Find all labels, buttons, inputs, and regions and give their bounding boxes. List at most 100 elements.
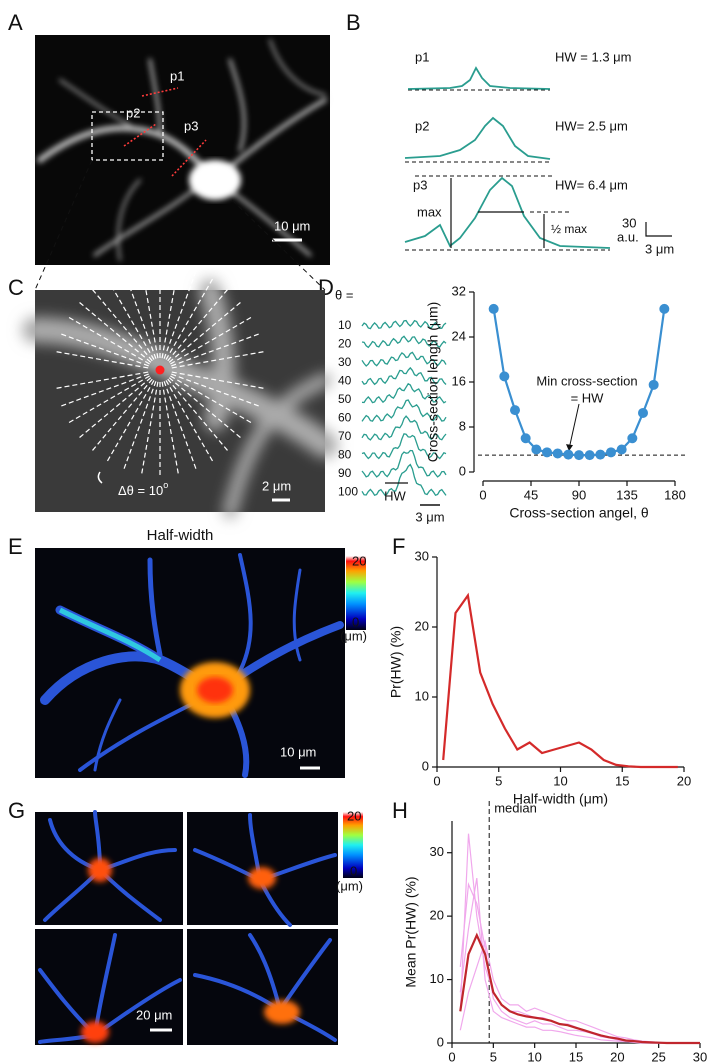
marker [520,433,531,444]
panel-d-traces: θ = 10 20 30 40 50 60 70 80 90 100 HW 3 μm [335,287,447,524]
profile-label: p1 [170,68,184,83]
x-tick-label: 0 [448,1049,455,1062]
x-axis-label: Half-width (μm) [513,791,608,807]
colorbar-unit: (μm) [340,628,367,643]
scale-bar-label: 10 μm [274,218,310,233]
series-line [459,833,700,1044]
x-tick-label: 15 [615,773,629,788]
y-tick-label: 10 [415,688,429,703]
scale-x-label: 3 μm [645,241,674,256]
scale-bar-label: 20 μm [136,1007,172,1022]
marker [595,449,606,460]
x-tick-label: 45 [524,487,538,502]
x-tick-label: 15 [569,1049,583,1062]
marker [574,450,584,461]
half-max-label: ½ max [551,222,587,236]
image-title: Half-width [147,527,214,544]
y-tick-label: 30 [430,844,444,859]
x-tick-label: 25 [651,1049,665,1062]
series-line [459,939,700,1044]
angle-step: Δθ = 10 [118,483,163,498]
profile-label: p1 [415,49,429,64]
scale-bar-label: 3 μm [415,509,444,524]
angle-profile [361,351,447,367]
marker [499,371,510,382]
annotation-arrow [568,403,580,450]
half-width-label: HW= 6.4 μm [555,177,628,192]
charts: 0 8 16 24 32 0 45 90 135 180 Cross-section angel, … [388,283,708,1062]
panel-letters: A B C D E F G H [8,10,408,823]
angle-label: 50 [338,392,352,406]
image-c: Δθ = 10o 2 μm [22,265,338,519]
x-tick-label: 20 [677,773,691,788]
colorbar-max: 20 [352,553,366,568]
y-tick-label: 10 [430,971,444,986]
x-axis-label: Cross-section angel, θ [509,505,649,521]
y-tick-label: 8 [459,418,466,433]
image-a: p1 p2 p3 10 μm [35,35,330,265]
scale-bar-label: 10 μm [280,744,316,759]
angle-profile [361,449,447,478]
angle-profile [361,319,447,330]
panel-letter: H [392,798,408,823]
panel-b: p1 p2 p3 HW = 1.3 μm HW= 2.5 μm HW= 6.4 … [404,49,674,256]
series-line [442,592,678,769]
scale-bar-label: 2 μm [262,478,291,493]
y-tick-label: 20 [430,908,444,923]
y-axis-label: Mean Pr(HW) (%) [403,876,419,987]
y-axis-label: Pr(HW) (%) [388,626,404,698]
scale-y-label: 30 [622,215,636,230]
angle-profile [361,382,447,404]
x-tick-label: 10 [527,1049,541,1062]
annotation: = HW [571,390,605,405]
angle-profile [361,399,447,422]
marker [488,303,499,314]
hw-label: HW [384,488,406,503]
series-line [459,882,700,1044]
panel-letter: F [392,534,405,559]
y-tick-label: 0 [422,758,429,773]
x-tick-label: 5 [490,1049,497,1062]
colorbar-min: 0 [350,863,357,878]
x-tick-label: 30 [693,1049,707,1062]
panel-letter: C [8,275,24,300]
median-label: median [494,800,537,815]
angle-label: 90 [338,466,352,480]
marker [552,448,563,459]
half-width-label: HW = 1.3 μm [555,49,631,64]
angle-profile [361,463,447,497]
x-tick-label: 0 [479,487,486,502]
angle-label: 30 [338,355,352,369]
marker [542,447,552,458]
angle-label: 100 [338,485,358,499]
angle-profiles: 10 20 30 40 50 60 70 80 90 100 [338,318,447,499]
marker [606,447,616,458]
marker [659,303,670,314]
image-e: Half-width 10 μm 20 0 (μm) [35,527,367,778]
series-line [459,932,700,1045]
profile-label: p3 [413,177,427,192]
arrow-head [566,444,573,452]
y-tick-label: 16 [452,373,466,388]
series-line [459,878,700,1044]
colorbar-min: 0 [352,614,359,629]
x-tick-label: 90 [572,487,586,502]
y-tick-label: 30 [415,548,429,563]
angle-label: 40 [338,374,352,388]
angle-label: 70 [338,429,352,443]
x-tick-label: 20 [610,1049,624,1062]
y-tick-label: 0 [459,463,466,478]
x-tick-label: 135 [616,487,638,502]
x-tick-label: 0 [433,773,440,788]
y-tick-label: 20 [415,618,429,633]
marker [638,407,648,418]
marker [531,444,542,455]
annotation: Min cross-section [536,373,637,388]
profile-label: p2 [415,118,429,133]
zoom-lines [34,159,326,291]
angle-label: 20 [338,337,352,351]
theta-label: θ = [335,287,353,302]
marker [584,450,595,461]
angle-label: 80 [338,448,352,462]
profile-label: p2 [126,105,140,120]
